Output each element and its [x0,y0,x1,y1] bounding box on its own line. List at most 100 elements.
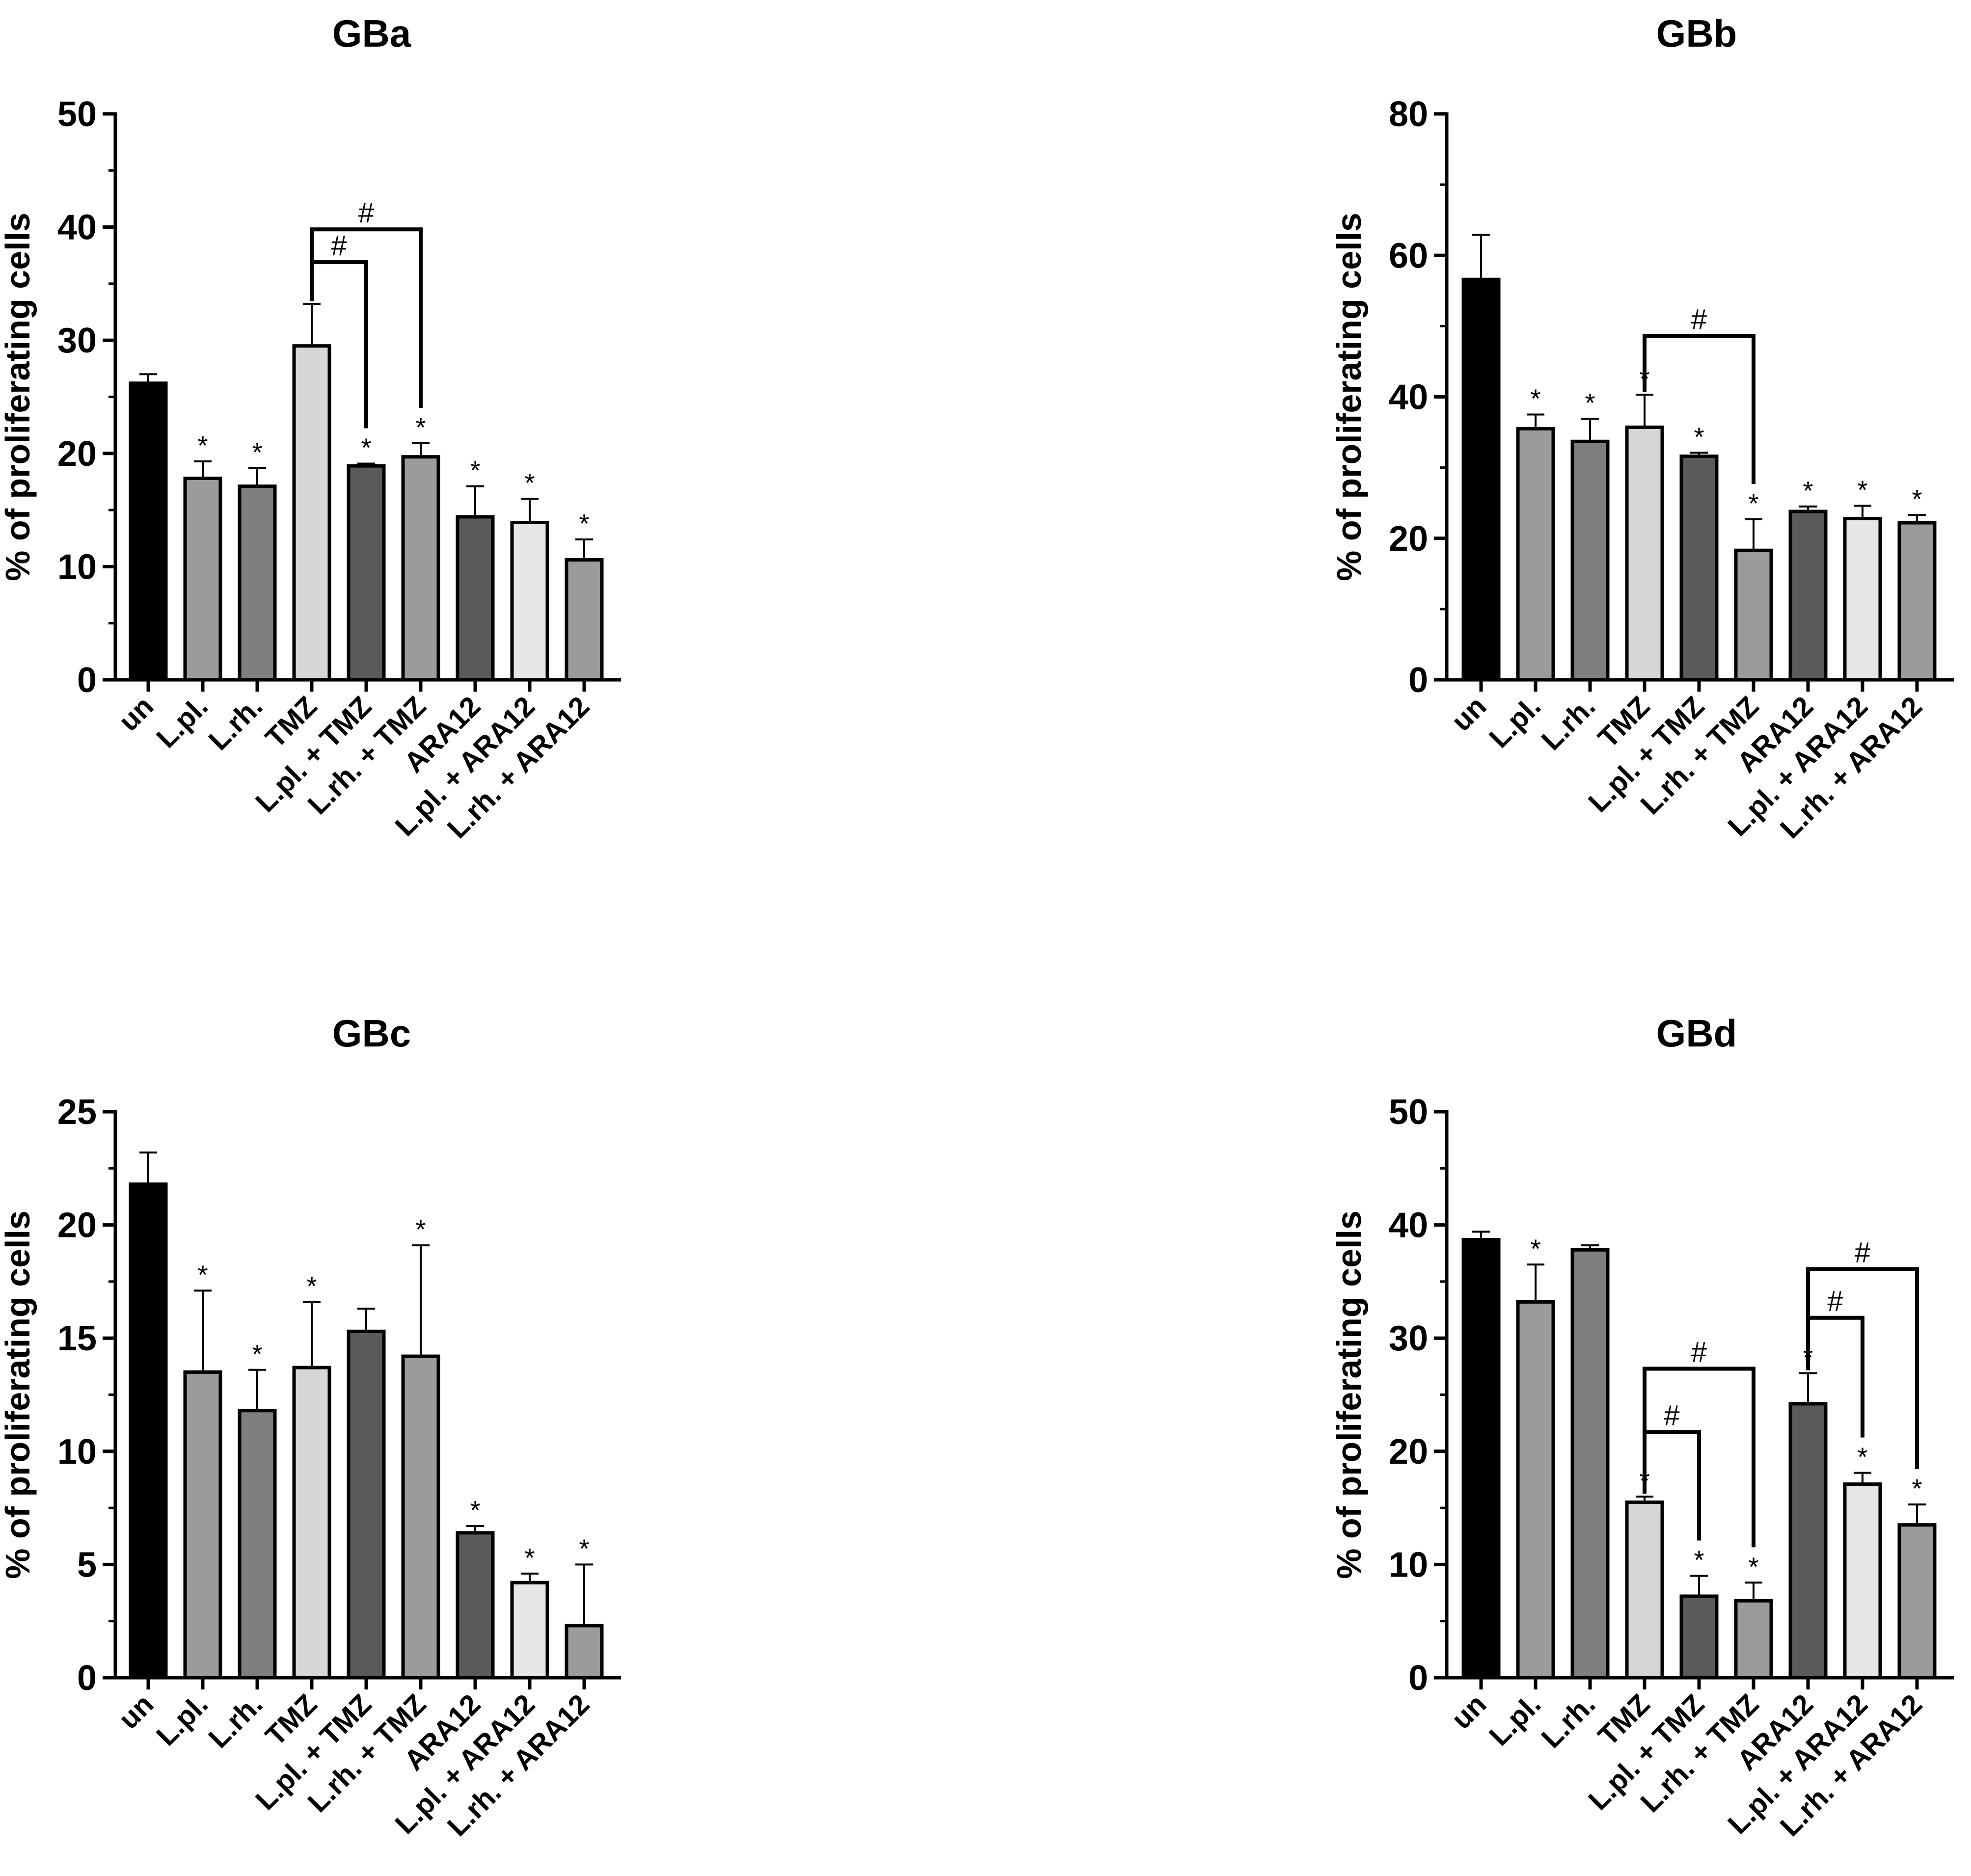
significance-mark: * [197,1260,208,1289]
category-label: L.rh. [202,690,269,756]
bar [456,515,495,682]
y-tick-label: 15 [57,1319,97,1358]
bar [456,1531,495,1680]
chart-title: GBc [332,1012,411,1055]
y-tick-label: 30 [1389,1319,1428,1358]
bar [510,520,549,682]
bracket-label: # [1827,1286,1843,1317]
significance-mark: * [415,413,426,442]
y-tick-label: 10 [57,1432,97,1472]
bar [1897,521,1937,682]
bar [1625,425,1664,682]
bar [347,464,386,682]
significance-mark: * [524,468,535,498]
y-axis-label: % of proliferating cells [0,213,37,581]
category-label: L.pl. [150,690,214,754]
y-tick-label: 40 [1389,1206,1428,1245]
category-label: L.rh. [1535,1688,1601,1754]
bracket-label: # [1855,1237,1870,1269]
y-tick-label: 0 [1408,1659,1428,1698]
y-tick-label: 0 [77,661,97,700]
bar [1734,1599,1773,1680]
bar [183,477,222,682]
y-tick-label: 25 [57,1093,97,1132]
bar [1679,455,1719,682]
bar [1897,1523,1937,1680]
significance-bracket [1643,1367,1755,1548]
y-tick-label: 60 [1389,236,1428,275]
y-tick-label: 40 [57,208,97,247]
bar [1570,1248,1610,1680]
significance-mark: * [1530,1234,1540,1263]
significance-mark: * [252,438,262,467]
bar [1625,1501,1664,1680]
y-tick-label: 40 [1389,378,1428,417]
significance-bracket [1806,1267,1919,1470]
significance-mark: * [1585,388,1595,418]
bracket-label: # [358,197,374,229]
y-tick-label: 20 [1389,519,1428,559]
significance-mark: * [1694,422,1704,452]
bar [183,1370,222,1680]
significance-mark: * [1912,484,1922,514]
significance-mark: * [361,433,371,463]
y-axis-label: % of proliferating cells [1330,1210,1368,1579]
category-label: L.pl. [150,1688,214,1752]
significance-mark: * [579,509,589,538]
y-tick-label: 5 [77,1545,97,1584]
bar [292,344,331,682]
y-tick-label: 10 [1389,1545,1428,1584]
significance-mark: * [415,1215,426,1244]
significance-mark: * [1530,384,1540,414]
significance-bracket [310,227,423,408]
y-tick-label: 20 [57,434,97,474]
y-axis-label: % of proliferating cells [0,1210,37,1579]
significance-mark: * [306,1271,317,1301]
significance-mark: * [1748,489,1758,518]
significance-mark: * [579,1534,589,1563]
bar [1461,277,1501,682]
bracket-label: # [1691,304,1707,336]
bracket-label: # [331,230,347,262]
y-tick-label: 30 [57,321,97,360]
bar [401,455,440,682]
significance-bracket [1643,334,1755,484]
bar [347,1329,386,1680]
bracket-label: # [1664,1400,1679,1432]
significance-mark: * [1912,1474,1922,1503]
bar [238,1409,277,1680]
y-tick-label: 0 [1408,661,1428,700]
significance-mark: * [1748,1552,1758,1581]
chart-title: GBa [332,12,411,55]
bar [1734,548,1773,682]
bar [129,1182,168,1680]
bar [401,1354,440,1680]
bar [510,1581,549,1680]
bar [1679,1594,1719,1680]
y-tick-label: 50 [1389,1093,1428,1132]
bar [1843,1482,1882,1680]
significance-mark: * [1803,476,1813,506]
y-axis-label: % of proliferating cells [1330,213,1368,581]
y-tick-label: 50 [57,95,97,134]
significance-mark: * [470,1496,480,1525]
bar [1516,427,1555,682]
bar [1788,1402,1828,1680]
category-label: L.rh. [1535,690,1601,756]
bar [565,1624,604,1680]
chart-title: GBb [1656,12,1737,55]
chart-title: GBd [1656,1012,1737,1055]
bar [1570,439,1610,682]
category-label: L.rh. [202,1688,269,1754]
significance-mark: * [1857,1443,1867,1472]
significance-mark: * [252,1340,262,1369]
bar [1788,509,1828,682]
y-tick-label: 20 [1389,1432,1428,1472]
bar [292,1366,331,1680]
significance-mark: * [1694,1545,1704,1575]
y-tick-label: 20 [57,1206,97,1245]
